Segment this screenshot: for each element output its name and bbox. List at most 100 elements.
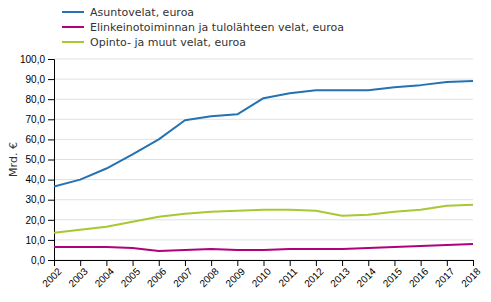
x-tick: 2004	[93, 260, 117, 289]
y-tick-mark	[48, 59, 54, 60]
chart: 2002200320042005200620072008200920102011…	[0, 0, 491, 302]
y-tick: 60,0	[26, 134, 54, 145]
y-tick: 0,0	[31, 255, 54, 266]
x-tick: 2017	[433, 260, 457, 289]
x-tick-label: 2018	[459, 265, 483, 289]
x-tick-mark	[316, 260, 317, 266]
y-tick-label: 100,0	[20, 54, 45, 65]
x-tick: 2013	[328, 260, 352, 289]
y-tick-label: 90,0	[26, 74, 46, 85]
x-tick: 2015	[381, 260, 405, 289]
x-tick-mark	[211, 260, 212, 266]
legend-label: Elinkeinotoiminnan ja tulolähteen velat,…	[90, 21, 344, 34]
y-tick-label: 70,0	[26, 114, 46, 125]
x-tick: 2012	[302, 260, 326, 289]
x-tick: 2006	[145, 260, 169, 289]
y-tick-mark	[48, 200, 54, 201]
x-tick-label: 2014	[354, 265, 378, 289]
x-tick-mark	[447, 260, 448, 266]
grid-line	[54, 239, 473, 240]
y-tick: 90,0	[26, 74, 54, 85]
grid-line	[54, 179, 473, 180]
x-tick-label: 2008	[197, 265, 221, 289]
x-tick-mark	[106, 260, 107, 266]
x-tick: 2016	[407, 260, 431, 289]
x-tick: 2014	[354, 260, 378, 289]
x-tick-mark	[368, 260, 369, 266]
x-tick-label: 2015	[381, 265, 405, 289]
y-tick: 20,0	[26, 215, 54, 226]
lines	[54, 81, 473, 251]
y-axis-line	[48, 60, 55, 261]
y-axis-title: Mrd. €	[7, 142, 20, 177]
x-tick-label: 2011	[276, 265, 299, 288]
y-tick-label: 50,0	[26, 154, 46, 165]
legend-item: Opinto- ja muut velat, euroa	[62, 36, 246, 49]
y-tick-mark	[48, 139, 54, 140]
grid-line	[54, 159, 473, 160]
y-tick: 50,0	[26, 154, 54, 165]
y-tick-mark	[48, 220, 54, 221]
y-tick-mark	[48, 180, 54, 181]
grid-line	[54, 199, 473, 200]
y-tick: 30,0	[26, 194, 54, 205]
y-tick-label: 10,0	[26, 235, 46, 246]
x-tick: 2009	[223, 260, 247, 289]
x-tick-label: 2009	[223, 265, 247, 289]
x-tick-mark	[473, 260, 474, 266]
grid-line	[54, 219, 473, 220]
y-axis: 0,0 10,0 20,0 30,0 40,0 50,0 60,0 70,0 80,0 90,0 1…	[20, 54, 55, 266]
x-tick-label: 2006	[145, 265, 169, 289]
x-tick: 2005	[119, 260, 143, 289]
x-tick: 2003	[66, 260, 90, 289]
x-tick-label: 2005	[119, 265, 143, 289]
x-tick-label: 2016	[407, 265, 431, 289]
x-tick-mark	[185, 260, 186, 266]
x-tick: 2008	[197, 260, 221, 289]
x-tick-mark	[80, 260, 81, 266]
x-tick-mark	[264, 260, 265, 266]
y-tick: 80,0	[26, 94, 54, 105]
series-line	[54, 244, 473, 251]
x-tick-mark	[394, 260, 395, 266]
x-tick-label: 2003	[66, 265, 90, 289]
y-tick-mark	[48, 119, 54, 120]
series-line	[54, 81, 473, 187]
legend-swatch	[62, 41, 84, 43]
y-tick: 10,0	[26, 235, 54, 246]
y-tick-label: 80,0	[26, 94, 46, 105]
y-tick: 100,0	[20, 54, 54, 65]
x-tick-mark	[342, 260, 343, 266]
x-tick-mark	[237, 260, 238, 266]
y-tick-mark	[48, 99, 54, 100]
x-tick-mark	[290, 260, 291, 266]
grid-line	[54, 139, 473, 140]
y-tick: 70,0	[26, 114, 54, 125]
x-tick: 2018	[459, 260, 483, 289]
y-tick-label: 30,0	[26, 194, 46, 205]
y-tick: 40,0	[26, 174, 54, 185]
grid-line	[54, 79, 473, 80]
x-tick-label: 2004	[93, 265, 117, 289]
y-tick-mark	[48, 79, 54, 80]
y-tick-mark	[48, 240, 54, 241]
y-tick-label: 60,0	[26, 134, 46, 145]
y-tick-label: 0,0	[31, 255, 45, 266]
x-tick-mark	[133, 260, 134, 266]
series-line	[54, 205, 473, 233]
y-tick-mark	[48, 160, 54, 161]
x-axis-line	[55, 261, 474, 267]
x-tick: 2007	[171, 260, 195, 289]
x-axis: 2002200320042005200620072008200920102011…	[40, 260, 483, 289]
legend-label: Asuntovelat, euroa	[90, 6, 194, 19]
legend-swatch	[62, 11, 84, 13]
x-tick-label: 2012	[302, 265, 326, 289]
legend-label: Opinto- ja muut velat, euroa	[90, 36, 246, 49]
x-tick-label: 2007	[171, 265, 195, 289]
x-tick: 2011	[276, 260, 299, 289]
x-tick-mark	[159, 260, 160, 266]
plot: 2002200320042005200620072008200920102011…	[20, 54, 483, 289]
x-tick-label: 2002	[40, 265, 64, 289]
legend-swatch	[62, 26, 84, 28]
grid-line	[54, 59, 473, 60]
